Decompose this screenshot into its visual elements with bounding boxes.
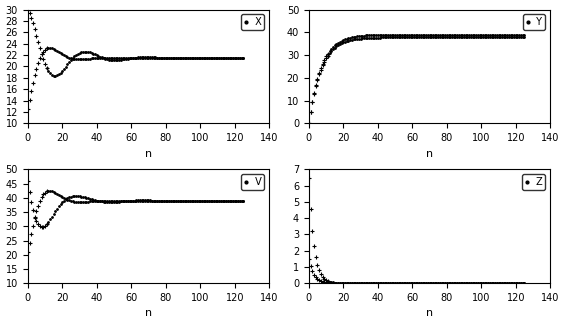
Legend:  Y: Y [523,14,545,30]
X-axis label: n: n [426,308,433,318]
X-axis label: n: n [426,148,433,158]
X-axis label: n: n [145,308,152,318]
X-axis label: n: n [145,148,152,158]
Legend:  V: V [241,174,264,190]
Legend:  X: X [241,14,264,30]
Legend:  Z: Z [522,174,545,190]
